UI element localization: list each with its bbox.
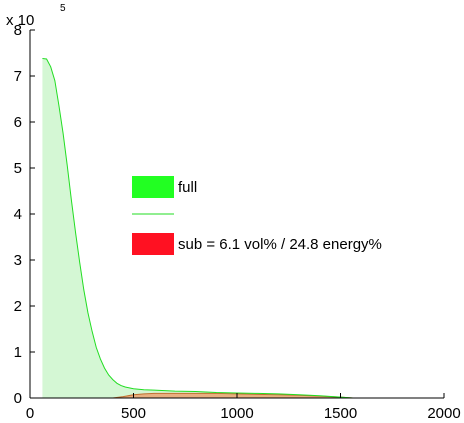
full-line — [42, 58, 353, 399]
y-axis-exponent: 5 — [60, 3, 66, 14]
x-tick-label: 500 — [121, 405, 146, 422]
plot-area — [42, 58, 353, 399]
legend-swatch-full — [132, 176, 174, 198]
legend-swatch-sub — [132, 233, 174, 255]
legend-label: full — [178, 179, 197, 196]
x-tick-label: 1000 — [220, 405, 253, 422]
y-tick-label: 0 — [14, 390, 22, 407]
y-tick-label: 2 — [14, 298, 22, 315]
legend: full sub = 6.1 vol% / 24.8 energy% — [132, 176, 382, 255]
y-tick-label: 1 — [14, 344, 22, 361]
x-tick-label: 1500 — [324, 405, 357, 422]
y-tick-label: 3 — [14, 252, 22, 269]
y-tick-label: 7 — [14, 68, 22, 85]
y-tick-label: 8 — [14, 22, 22, 39]
x-tick-label: 2000 — [427, 405, 460, 422]
y-tick-label: 6 — [14, 114, 22, 131]
x-tick-label: 0 — [26, 405, 34, 422]
y-axis-multiplier: x 10 — [6, 12, 34, 29]
axes: 0 500 1000 1500 2000 0 1 2 3 4 5 6 7 8 — [14, 22, 461, 422]
y-tick-label: 5 — [14, 160, 22, 177]
legend-label: sub = 6.1 vol% / 24.8 energy% — [178, 236, 382, 253]
y-tick-label: 4 — [14, 206, 22, 223]
full-area — [42, 58, 353, 399]
